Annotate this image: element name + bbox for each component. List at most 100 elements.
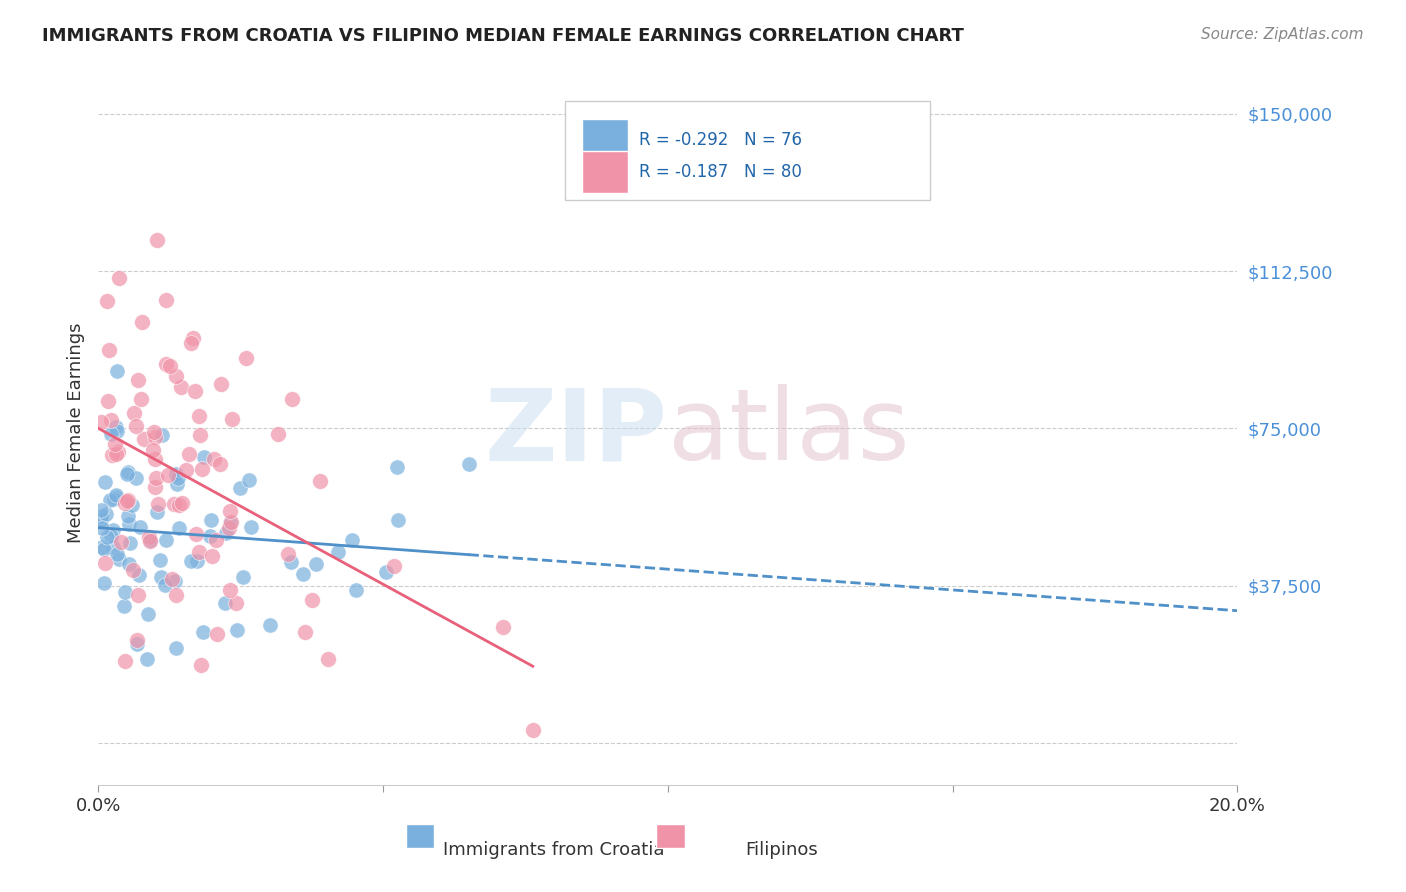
Point	[104, 419, 127, 434]
Point	[91, 540, 114, 554]
Point	[96, 294, 118, 309]
Point	[146, 498, 169, 512]
Point	[104, 436, 127, 450]
Point	[218, 582, 240, 597]
Point	[142, 425, 165, 439]
Point	[342, 533, 364, 547]
Point	[115, 494, 138, 508]
Point	[100, 426, 122, 441]
Point	[165, 588, 187, 602]
Point	[110, 535, 132, 549]
Point	[305, 558, 328, 572]
Point	[200, 513, 222, 527]
Point	[344, 582, 367, 597]
Point	[177, 447, 200, 461]
Point	[184, 384, 207, 398]
Point	[205, 627, 228, 641]
Point	[218, 521, 240, 535]
Point	[167, 498, 190, 512]
Point	[104, 488, 127, 502]
Text: R = -0.292   N = 76: R = -0.292 N = 76	[640, 131, 803, 149]
Point	[215, 525, 238, 540]
Point	[108, 551, 131, 566]
Point	[169, 380, 191, 394]
Point	[138, 530, 160, 544]
Point	[492, 620, 515, 634]
Point	[193, 624, 215, 639]
Point	[94, 475, 117, 489]
Point	[91, 521, 114, 535]
Point	[100, 448, 122, 462]
Point	[105, 447, 128, 461]
Point	[90, 415, 112, 429]
Point	[105, 547, 128, 561]
Point	[112, 599, 135, 614]
Point	[90, 508, 112, 523]
Point	[117, 509, 139, 524]
Point	[522, 723, 544, 738]
Point	[117, 466, 139, 480]
Point	[326, 545, 349, 559]
Point	[193, 450, 215, 464]
Point	[107, 424, 129, 438]
Point	[128, 567, 150, 582]
Point	[104, 491, 127, 505]
Point	[125, 471, 148, 485]
Point	[190, 462, 212, 476]
Point	[139, 533, 162, 547]
Point	[115, 467, 138, 481]
Text: Immigrants from Croatia: Immigrants from Croatia	[443, 841, 665, 859]
Point	[316, 651, 339, 665]
Point	[93, 541, 115, 556]
Point	[387, 513, 409, 527]
Point	[122, 563, 145, 577]
Point	[228, 481, 250, 495]
Point	[121, 498, 143, 512]
Point	[100, 529, 122, 543]
Text: ZIP: ZIP	[485, 384, 668, 481]
Point	[162, 497, 184, 511]
Point	[170, 496, 193, 510]
FancyBboxPatch shape	[582, 151, 628, 193]
Point	[225, 623, 247, 637]
Point	[93, 556, 115, 570]
Point	[181, 331, 204, 345]
Point	[301, 593, 323, 607]
Point	[259, 618, 281, 632]
Text: R = -0.187   N = 80: R = -0.187 N = 80	[640, 163, 803, 181]
FancyBboxPatch shape	[582, 119, 628, 161]
FancyBboxPatch shape	[565, 102, 929, 200]
Point	[157, 468, 180, 483]
Point	[98, 493, 121, 508]
Point	[114, 496, 136, 510]
Point	[209, 377, 232, 392]
Point	[219, 504, 242, 518]
Point	[221, 412, 243, 426]
Point	[124, 418, 146, 433]
Point	[201, 549, 224, 564]
Point	[114, 654, 136, 668]
Point	[101, 523, 124, 537]
Point	[240, 520, 263, 534]
Point	[142, 442, 165, 457]
Point	[180, 554, 202, 568]
Point	[90, 503, 112, 517]
Point	[136, 607, 159, 622]
Point	[292, 567, 315, 582]
Point	[155, 533, 177, 547]
Point	[184, 527, 207, 541]
Point	[127, 636, 149, 650]
Point	[125, 633, 148, 648]
Point	[155, 357, 177, 371]
Point	[103, 492, 125, 507]
Point	[97, 343, 120, 358]
Point	[150, 428, 173, 442]
Point	[165, 467, 187, 481]
Point	[150, 570, 173, 584]
Point	[107, 445, 129, 459]
Point	[180, 336, 202, 351]
Point	[294, 625, 316, 640]
Point	[145, 471, 167, 485]
Point	[232, 570, 254, 584]
Point	[114, 584, 136, 599]
